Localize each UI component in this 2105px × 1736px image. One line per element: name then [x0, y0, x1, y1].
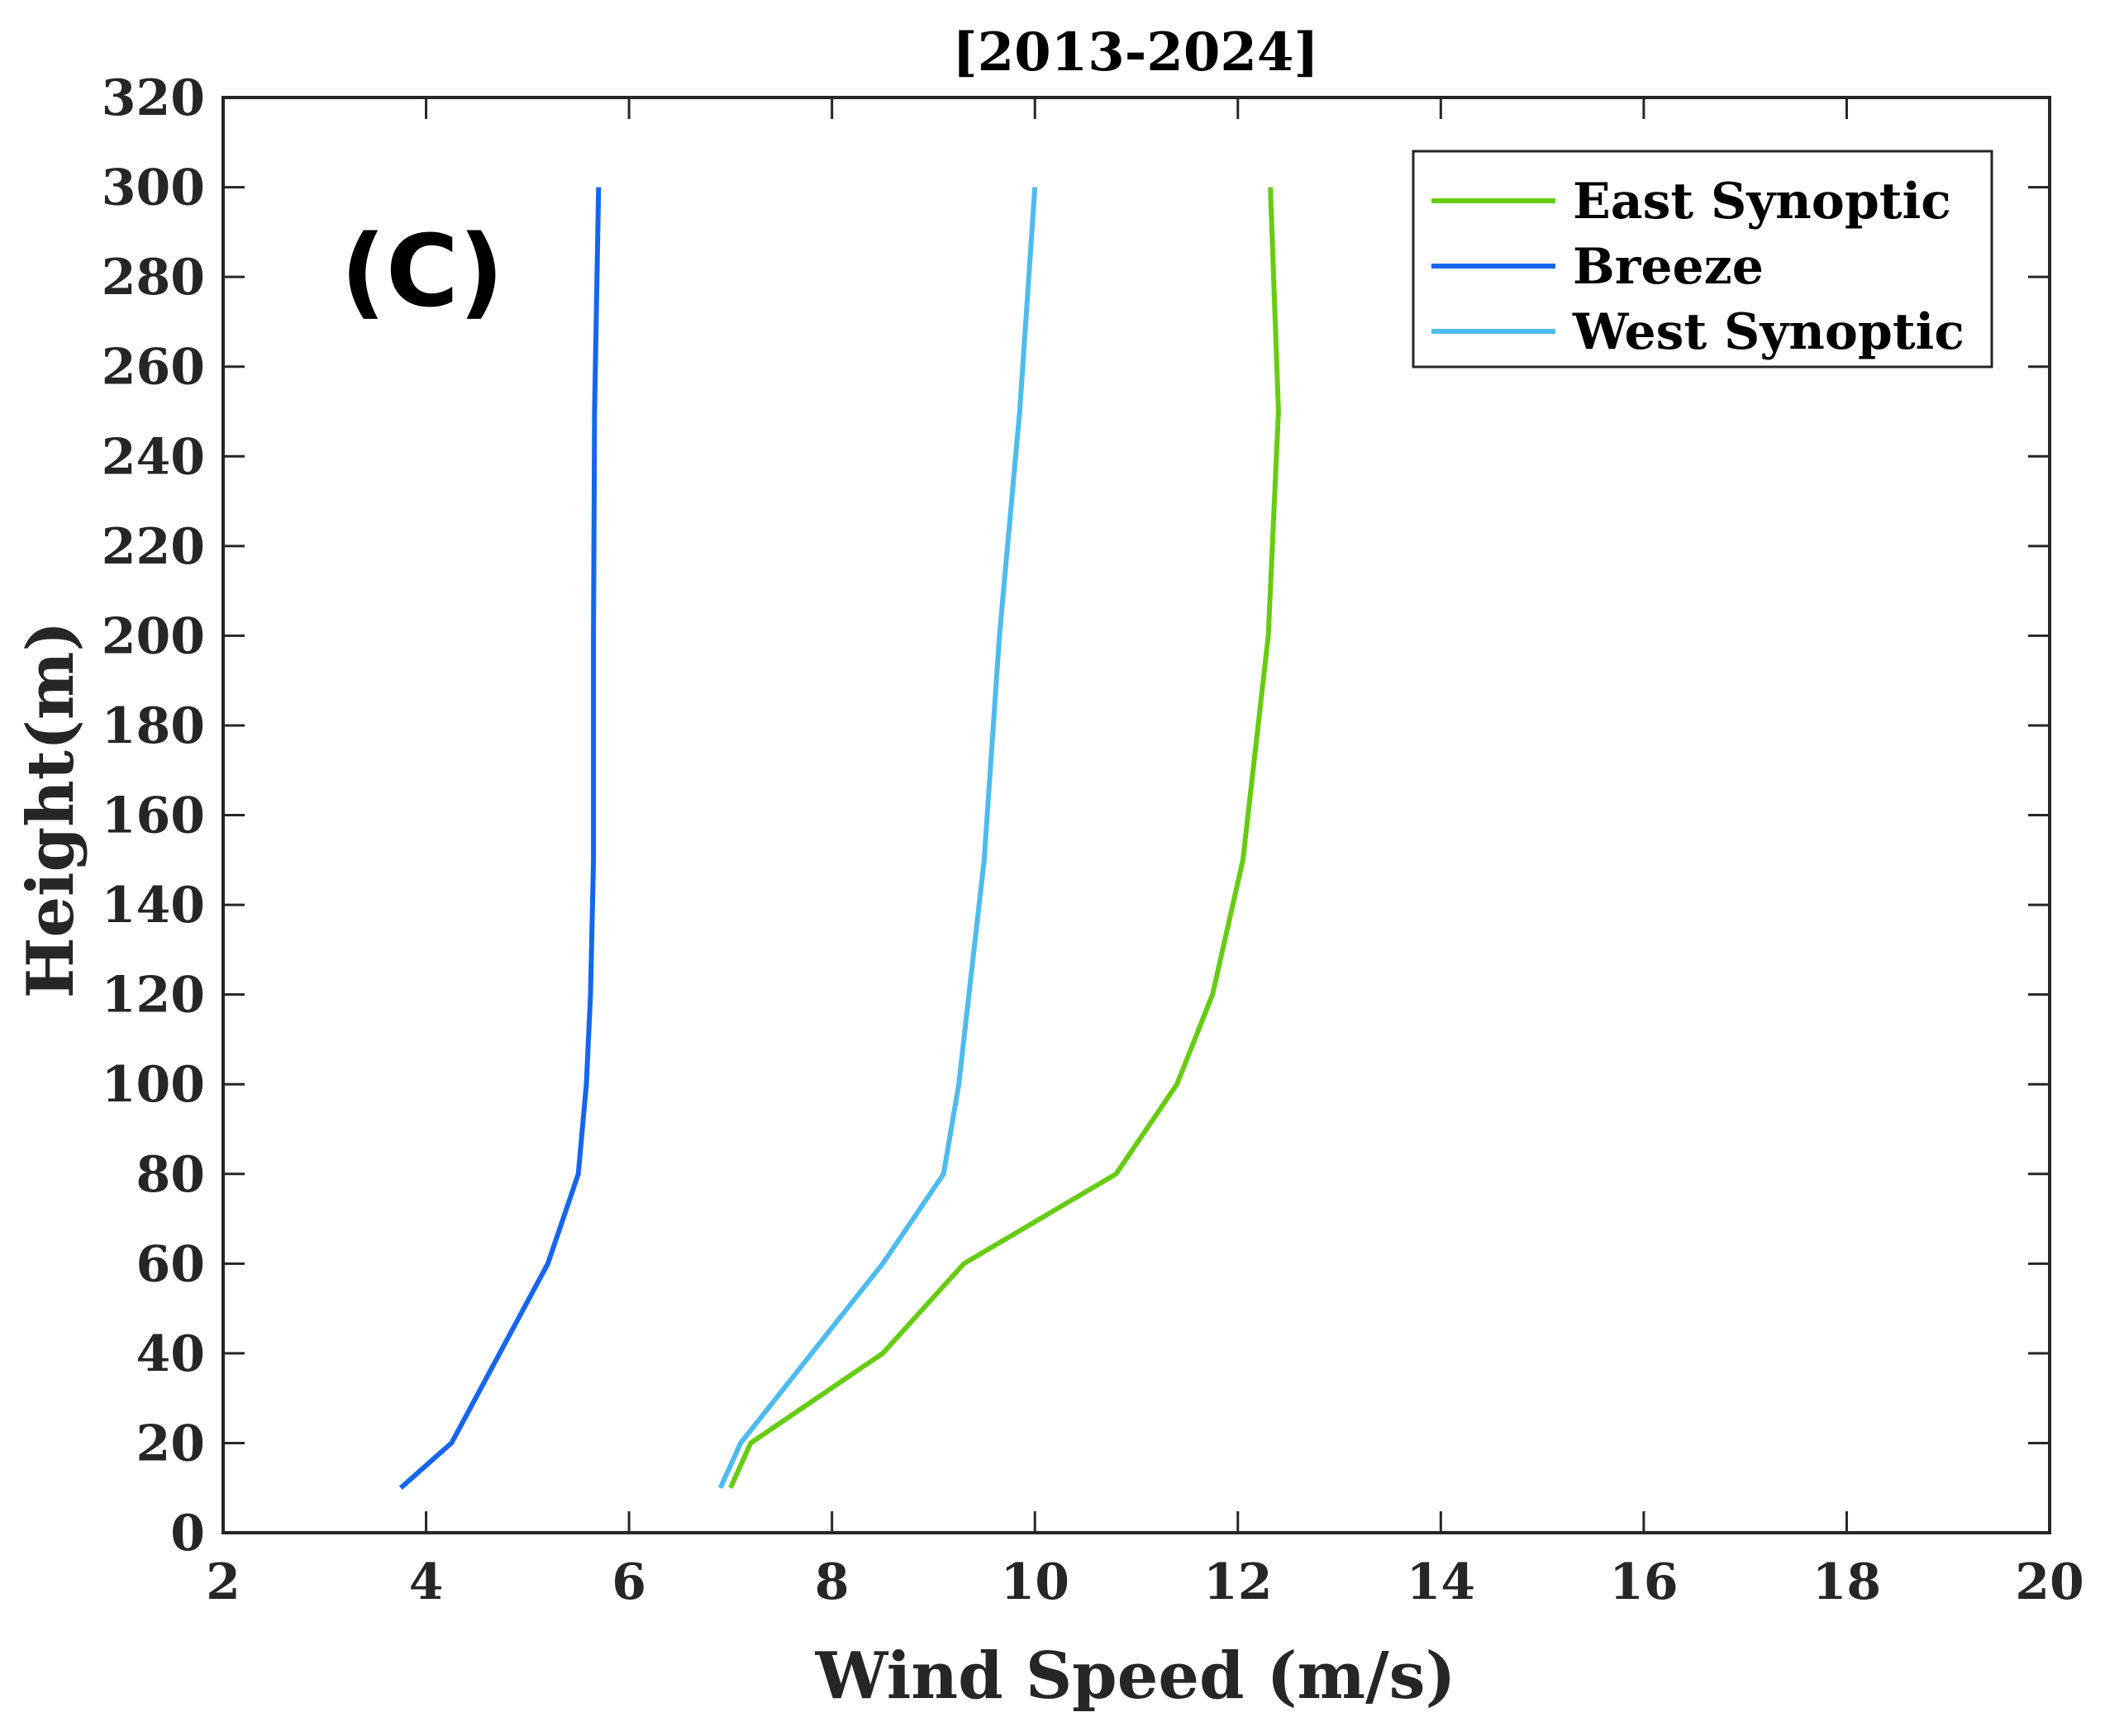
x-tick-label: 16	[1609, 1553, 1679, 1611]
y-tick-label: 0	[170, 1505, 205, 1562]
x-tick-label: 6	[612, 1553, 646, 1611]
y-axis: 0 20 40 60 80 100 120 140 160 180 200 220 240 260 280 3…	[102, 69, 2050, 1562]
y-axis-title: Height(m)	[13, 621, 88, 999]
y-tick-label: 80	[136, 1146, 206, 1204]
series-line-west-synoptic	[717, 187, 1038, 1489]
y-tick-label: 220	[102, 518, 205, 576]
x-tick-label: 2	[206, 1553, 241, 1611]
y-tick-label: 60	[136, 1235, 206, 1293]
x-tick-label: 4	[409, 1553, 444, 1611]
panel-label: (C)	[341, 215, 504, 330]
legend-label-west-synoptic: West Synoptic	[1572, 303, 1965, 361]
series-lines	[398, 187, 1281, 1490]
y-tick-label: 240	[102, 428, 205, 486]
x-tick-label: 18	[1812, 1553, 1882, 1611]
y-tick-label: 120	[102, 967, 205, 1025]
y-tick-label: 260	[102, 339, 205, 397]
series-line-east-synoptic	[728, 187, 1281, 1489]
y-tick-label: 320	[102, 69, 205, 127]
x-tick-label: 8	[815, 1553, 850, 1611]
x-tick-label: 12	[1203, 1553, 1273, 1611]
y-tick-label: 160	[102, 787, 205, 845]
legend: East Synoptic Breeze West Synoptic	[1412, 150, 1993, 369]
y-tick-label: 180	[102, 697, 205, 755]
legend-label-breeze: Breeze	[1573, 238, 1764, 296]
x-tick-label: 14	[1407, 1553, 1476, 1611]
x-axis: 2 4 6 8 10 12 14 16 18 20	[206, 98, 2084, 1611]
chart-title: [2013-2024]	[952, 21, 1318, 83]
y-tick-label: 200	[102, 607, 205, 665]
y-tick-label: 140	[102, 877, 205, 935]
series-line-breeze	[398, 187, 602, 1490]
y-tick-label: 100	[102, 1056, 205, 1114]
x-tick-label: 10	[1000, 1553, 1069, 1611]
legend-label-east-synoptic: East Synoptic	[1573, 173, 1951, 231]
y-tick-label: 300	[102, 159, 205, 217]
y-tick-label: 280	[102, 249, 205, 307]
y-tick-label: 40	[136, 1325, 206, 1383]
x-axis-title: Wind Speed (m/s)	[815, 1638, 1456, 1714]
y-tick-label: 20	[136, 1415, 206, 1472]
x-tick-label: 20	[2015, 1553, 2084, 1611]
